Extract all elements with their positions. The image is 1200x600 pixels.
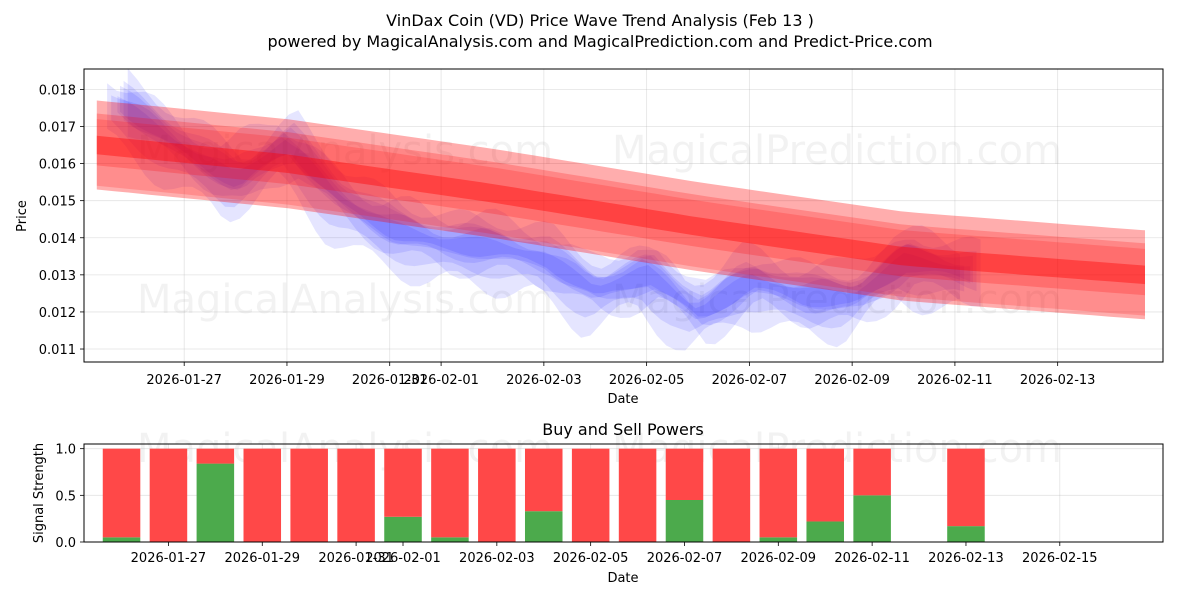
trend-band [96, 100, 1145, 320]
buy-bar [384, 516, 422, 542]
sell-bar [853, 448, 891, 496]
sell-bar [478, 448, 516, 542]
trend-bands [96, 100, 1145, 320]
price-axes-frame [83, 68, 1164, 363]
x-tick-label: 2026-02-09 [741, 551, 817, 566]
buy-bar [806, 521, 844, 542]
x-tick-label: 2026-02-07 [647, 551, 723, 566]
x-tick-label: 2026-01-29 [249, 373, 325, 388]
price-x-label: Date [607, 392, 638, 407]
watermark-text: MagicalAnalysis.com [137, 277, 553, 323]
y-tick-label: 0.016 [39, 158, 76, 173]
signal-x-label: Date [607, 571, 638, 586]
trend-band [96, 119, 1145, 316]
y-tick-label: 0.018 [39, 83, 76, 98]
x-tick-label: 2026-01-31 [352, 373, 428, 388]
buy-bar [665, 500, 704, 542]
sell-bar [571, 448, 610, 542]
buy-bar [102, 537, 141, 542]
buy-bar [431, 537, 469, 542]
buy-bar [196, 463, 235, 542]
y-tick-label: 0.015 [39, 195, 76, 210]
sell-bar [243, 448, 282, 542]
sell-bar [524, 448, 563, 512]
signal-chart: Buy and Sell Powers MagicalAnalysis.comM… [32, 420, 1164, 586]
sell-bar [947, 448, 985, 527]
x-tick-label: 2026-02-13 [928, 551, 1004, 566]
x-tick-label: 2026-02-11 [917, 373, 993, 388]
y-tick-label: 0.011 [39, 343, 76, 358]
trend-band [96, 135, 1145, 285]
chart-title: VinDax Coin (VD) Price Wave Trend Analys… [386, 11, 814, 30]
y-tick-label: 0.012 [39, 306, 76, 321]
x-tick-label: 2026-02-09 [814, 373, 890, 388]
price-y-ticks: 0.011 0.012 0.013 0.014 0.015 0.016 0.017 0.018 [39, 83, 84, 358]
price-wave-band [107, 83, 961, 351]
x-tick-label: 2026-02-07 [712, 373, 788, 388]
y-tick-label: 0.017 [39, 120, 76, 135]
sell-bar [196, 448, 235, 464]
buy-bar [853, 495, 891, 542]
signal-bars [102, 448, 985, 542]
sell-bar [102, 448, 141, 538]
signal-x-ticks: 2026-01-27 2026-01-29 2026-01-312026-02-01… [131, 542, 1098, 566]
sell-bar [384, 448, 422, 517]
x-tick-label: 2026-02-05 [609, 373, 685, 388]
price-wave-band [127, 68, 981, 345]
sell-bar [290, 448, 328, 542]
watermark-text: MagicalPrediction.com [612, 128, 1062, 174]
signal-chart-title: Buy and Sell Powers [542, 420, 704, 439]
buy-bar [524, 511, 563, 542]
y-tick-label: 0.5 [55, 489, 76, 504]
chart-subtitle: powered by MagicalAnalysis.com and Magic… [267, 32, 932, 51]
x-tick-label: 2026-01-27 [146, 373, 222, 388]
watermark-text: MagicalPrediction.com [612, 277, 1062, 323]
sell-bar [618, 448, 657, 542]
sell-bar [806, 448, 844, 522]
x-tick-label: 2026-01-31 [318, 551, 394, 566]
x-tick-label: 2026-02-01 [365, 551, 441, 566]
buy-bar [759, 537, 798, 542]
price-gridlines [84, 69, 1163, 362]
y-tick-label: 0.014 [39, 232, 76, 247]
price-chart: MagicalAnalysis.com MagicalPrediction.com… [15, 68, 1164, 407]
x-tick-label: 2026-02-01 [403, 373, 479, 388]
signal-y-ticks: 0.0 0.5 1.0 [55, 443, 84, 551]
buy-bar [947, 526, 985, 542]
sell-bar [759, 448, 798, 538]
sell-bar [665, 448, 704, 500]
x-tick-label: 2026-02-11 [834, 551, 910, 566]
price-x-ticks: 2026-01-27 2026-01-29 2026-01-312026-02-01… [146, 362, 1095, 388]
x-tick-label: 2026-02-15 [1022, 551, 1098, 566]
y-tick-label: 1.0 [55, 443, 76, 458]
x-tick-label: 2026-02-05 [553, 551, 629, 566]
watermark-text: MagicalAnalysis.com [137, 128, 553, 174]
x-tick-label: 2026-02-03 [506, 373, 582, 388]
trend-band [96, 113, 1145, 296]
x-tick-label: 2026-02-03 [459, 551, 535, 566]
y-tick-label: 0.0 [55, 536, 76, 551]
x-tick-label: 2026-02-13 [1020, 373, 1096, 388]
signal-axes-frame [83, 443, 1164, 543]
signal-y-label: Signal Strength [32, 443, 47, 543]
sell-bar [431, 448, 469, 538]
price-wave-bands [107, 68, 981, 351]
x-tick-label: 2026-01-27 [131, 551, 207, 566]
price-wave-band [111, 95, 965, 332]
price-y-label: Price [15, 200, 30, 232]
y-tick-label: 0.013 [39, 269, 76, 284]
sell-bar [149, 448, 188, 542]
sell-bar [712, 448, 751, 542]
x-tick-label: 2026-01-29 [224, 551, 300, 566]
sell-bar [337, 448, 375, 542]
